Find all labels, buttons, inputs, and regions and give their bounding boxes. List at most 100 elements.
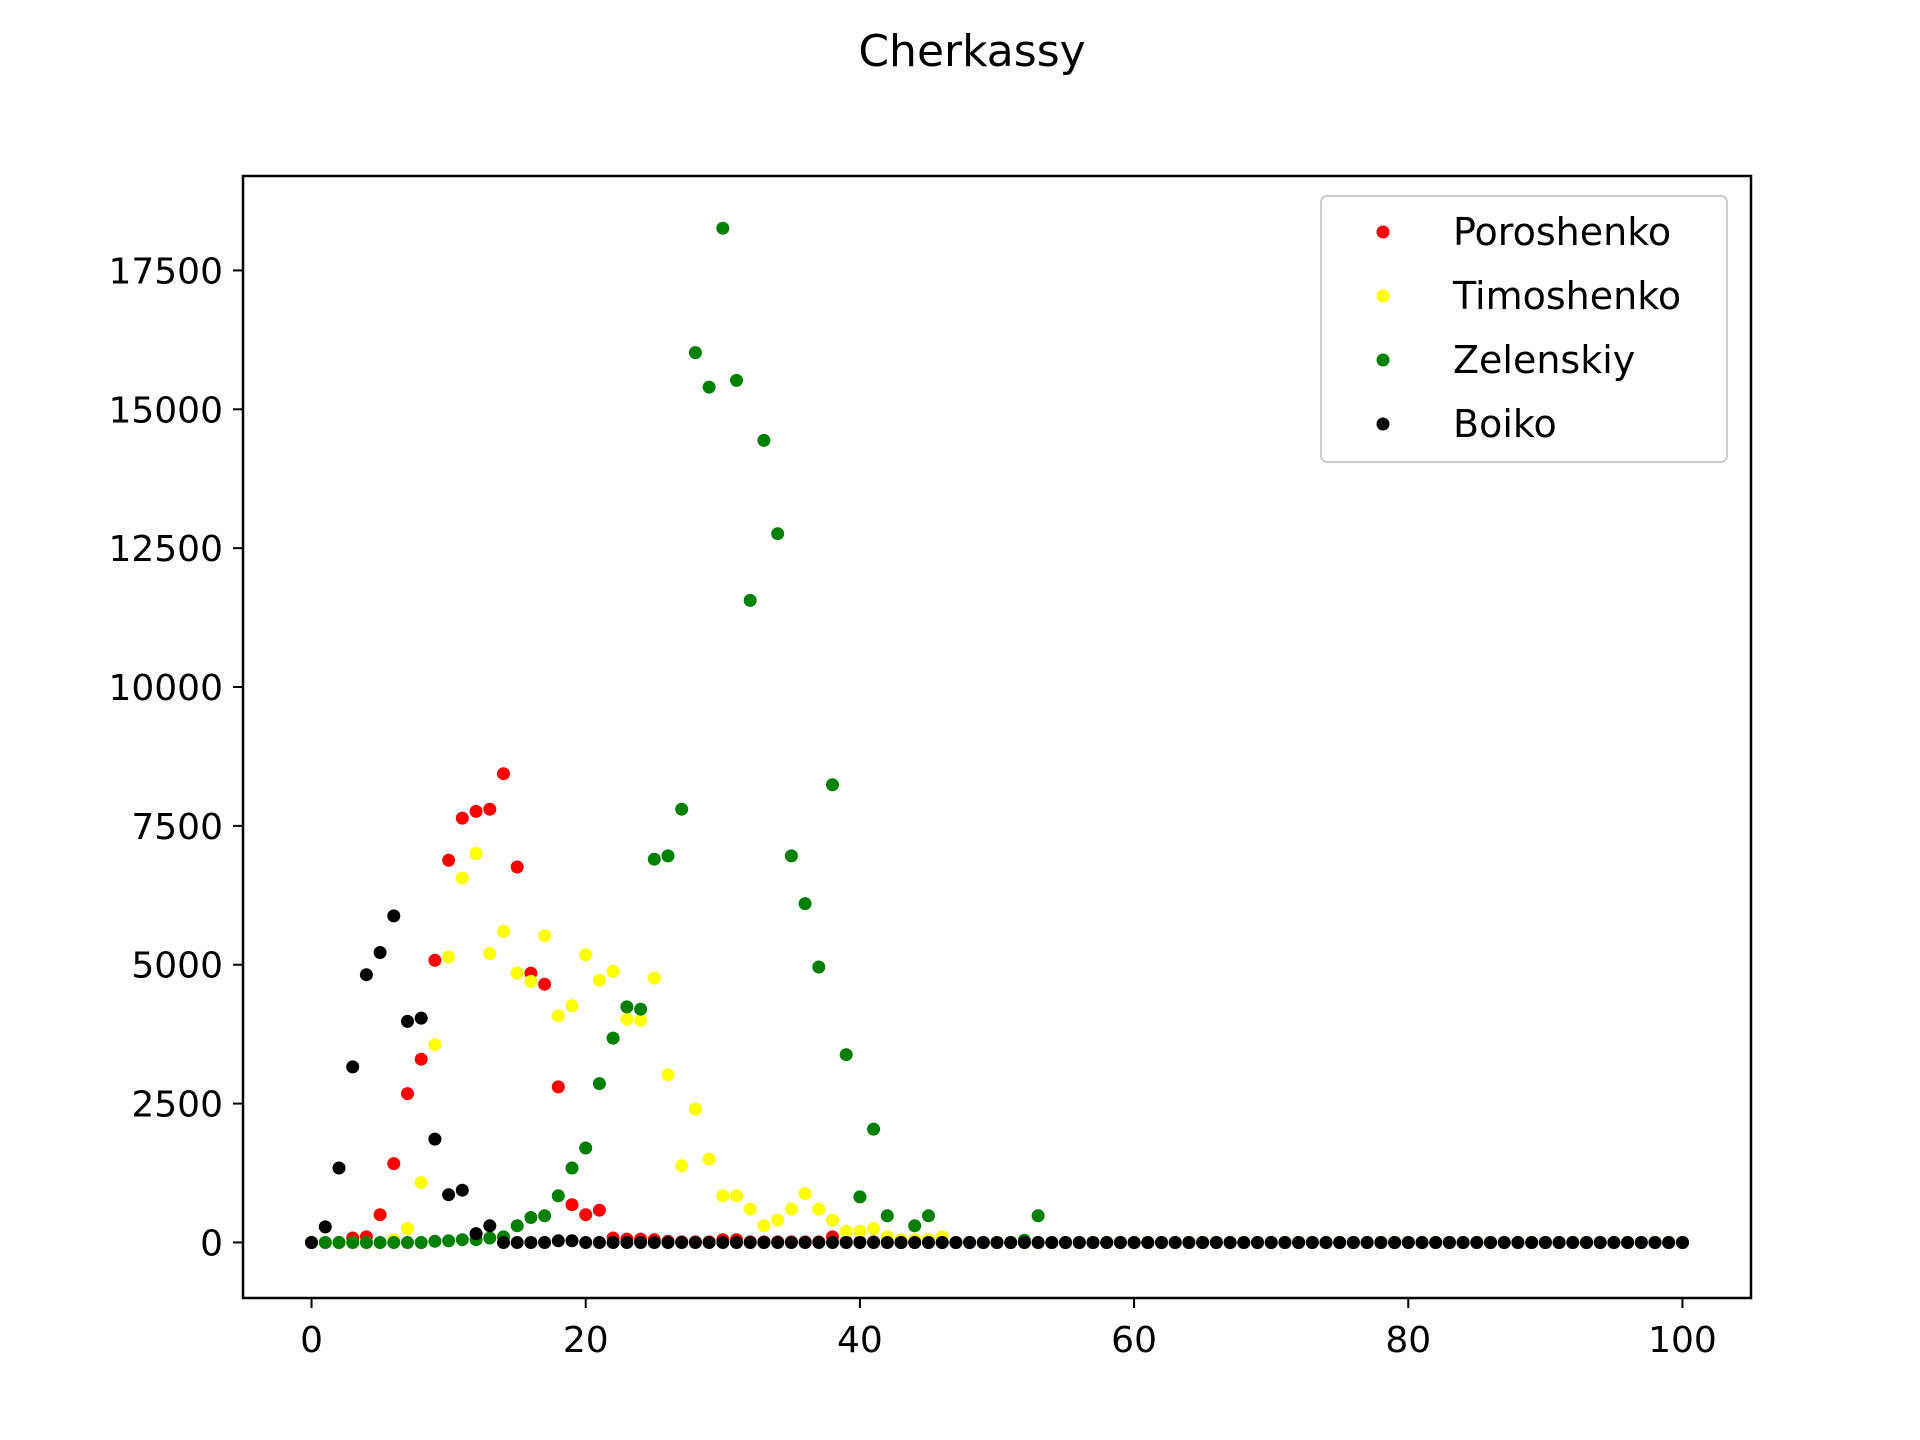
data-point (1333, 1236, 1347, 1249)
data-point (826, 1236, 839, 1249)
data-point (373, 946, 387, 959)
data-point (428, 1038, 442, 1052)
data-point (332, 1236, 346, 1249)
data-point (647, 1236, 661, 1249)
x-tick-label: 0 (300, 1320, 323, 1361)
data-point (880, 1209, 894, 1223)
data-point (387, 909, 401, 923)
data-point (620, 1012, 634, 1026)
legend-frame (1320, 195, 1728, 463)
data-point (867, 1122, 881, 1136)
data-point (538, 977, 552, 991)
x-tick-label: 100 (1648, 1320, 1717, 1361)
data-point (634, 1236, 648, 1249)
data-point (1456, 1236, 1470, 1249)
data-point (1155, 1236, 1168, 1249)
data-point (1442, 1236, 1456, 1249)
legend-marker (1376, 417, 1390, 431)
data-point (565, 1198, 579, 1212)
data-point (1429, 1236, 1443, 1249)
data-point (784, 1236, 798, 1249)
data-point (1031, 1209, 1045, 1223)
data-point (1634, 1236, 1648, 1249)
data-point (428, 1234, 442, 1248)
data-point (867, 1236, 881, 1249)
data-point (565, 1161, 579, 1175)
legend-label: Poroshenko (1453, 210, 1671, 254)
data-point (798, 897, 812, 911)
data-point (1059, 1236, 1072, 1249)
data-point (579, 1208, 593, 1222)
data-point (716, 1189, 730, 1203)
data-point (647, 852, 661, 866)
data-point (414, 1052, 428, 1066)
data-point (688, 1236, 702, 1249)
data-point (1127, 1236, 1141, 1249)
data-point (455, 871, 469, 885)
series-boiko (305, 909, 1689, 1249)
y-tick-label: 10000 (108, 668, 223, 709)
data-point (510, 860, 524, 874)
data-point (716, 1236, 730, 1249)
data-point (551, 1080, 565, 1094)
data-point (1552, 1236, 1566, 1249)
data-point (1017, 1236, 1031, 1249)
data-point (1182, 1236, 1196, 1249)
data-point (469, 1227, 483, 1241)
data-point (661, 1236, 675, 1249)
data-point (771, 527, 785, 541)
data-point (922, 1209, 935, 1223)
data-point (387, 1236, 401, 1249)
data-point (579, 948, 593, 962)
data-point (976, 1236, 990, 1249)
data-point (373, 1208, 387, 1222)
data-point (387, 1157, 401, 1171)
data-point (853, 1236, 867, 1249)
data-point (510, 1219, 524, 1233)
data-point (497, 1236, 510, 1249)
data-point (730, 1189, 743, 1203)
data-point (1031, 1236, 1045, 1249)
x-tick-label: 60 (1111, 1320, 1157, 1361)
data-point (716, 221, 730, 235)
data-point (1621, 1236, 1635, 1249)
data-point (401, 1087, 414, 1101)
data-point (318, 1220, 332, 1234)
data-point (1538, 1236, 1552, 1249)
data-point (401, 1222, 414, 1236)
data-point (538, 929, 552, 943)
data-point (1004, 1236, 1018, 1249)
data-point (592, 1236, 606, 1249)
data-point (880, 1236, 894, 1249)
data-point (1113, 1236, 1127, 1249)
legend-label: Timoshenko (1452, 274, 1681, 318)
y-tick-label: 17500 (108, 251, 223, 292)
data-point (634, 1002, 648, 1016)
data-point (318, 1236, 332, 1249)
data-point (565, 999, 579, 1013)
data-point (908, 1236, 922, 1249)
data-point (1401, 1236, 1415, 1249)
data-point (551, 1189, 565, 1203)
data-point (497, 924, 510, 938)
data-point (1264, 1236, 1278, 1249)
legend-marker (1376, 225, 1390, 239)
y-tick-label: 0 (200, 1223, 223, 1264)
data-point (1319, 1236, 1333, 1249)
data-point (524, 1211, 538, 1224)
data-point (414, 1011, 428, 1025)
chart-title: Cherkassy (858, 26, 1085, 77)
data-point (1511, 1236, 1525, 1249)
data-point (1388, 1236, 1402, 1249)
data-point (606, 1236, 620, 1249)
data-point (1607, 1236, 1621, 1249)
data-point (839, 1224, 853, 1238)
data-point (592, 973, 606, 987)
data-point (1484, 1236, 1497, 1249)
data-point (812, 960, 826, 974)
data-point (784, 849, 798, 863)
data-point (702, 1152, 716, 1166)
x-axis: 0 20 40 60 80 100 (300, 1298, 1717, 1361)
y-tick-label: 5000 (131, 946, 223, 987)
data-point (620, 1000, 634, 1014)
